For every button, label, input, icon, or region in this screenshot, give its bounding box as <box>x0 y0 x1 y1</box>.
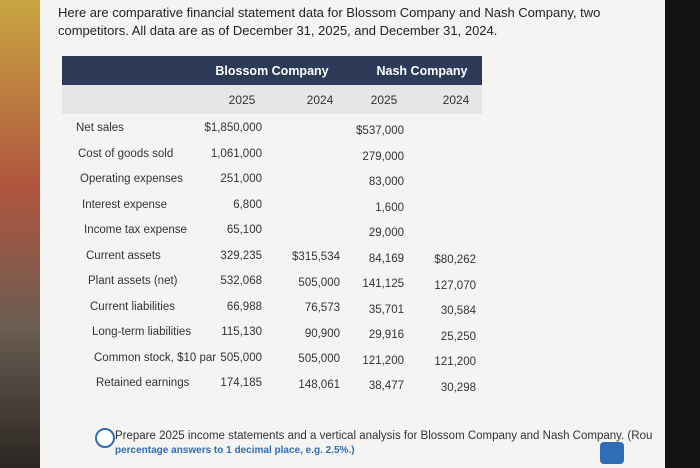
row-label: Net sales <box>76 122 124 134</box>
value-cell: 30,298 <box>440 381 476 394</box>
screen: Here are comparative financial statement… <box>40 0 665 468</box>
value-cell: $1,850,000 <box>204 122 262 134</box>
value-cell: 1,600 <box>375 201 404 214</box>
value-cell: 115,130 <box>221 326 262 338</box>
value-cell: 141,125 <box>362 278 404 290</box>
value-cell: 127,070 <box>434 279 476 292</box>
value-cell: 251,000 <box>220 173 262 185</box>
chat-button[interactable] <box>600 442 624 464</box>
company-header: Blossom Company <box>215 64 329 78</box>
value-cell: 532,068 <box>220 275 262 287</box>
value-cell: 65,100 <box>226 224 262 236</box>
instruction-icon <box>95 428 115 448</box>
value-cell: 84,169 <box>368 252 404 265</box>
row-label: Retained earnings <box>96 377 190 389</box>
row-label: Income tax expense <box>84 224 187 236</box>
instruction-note: percentage answers to 1 decimal place, e… <box>115 445 355 456</box>
value-cell: 83,000 <box>368 176 404 188</box>
row-label: Current assets <box>86 249 161 262</box>
value-cell: $80,262 <box>434 254 476 266</box>
row-label: Current liabilities <box>90 300 176 313</box>
value-cell: 279,000 <box>362 150 404 163</box>
year-header: 2025 <box>370 93 398 107</box>
photo-edge <box>0 0 40 468</box>
value-cell: 38,477 <box>368 380 404 392</box>
value-cell: 148,061 <box>298 378 340 391</box>
value-cell: 1,061,000 <box>210 147 262 160</box>
value-cell: 121,200 <box>434 356 476 368</box>
value-cell: 505,000 <box>298 276 340 289</box>
row-label: Interest expense <box>82 198 168 211</box>
value-cell: 329,235 <box>220 249 262 262</box>
value-cell: 505,000 <box>220 351 262 364</box>
row-label: Plant assets (net) <box>88 275 178 287</box>
row-label: Operating expenses <box>80 173 183 185</box>
value-cell: 76,573 <box>304 302 340 314</box>
years-band <box>62 85 482 114</box>
row-label: Long-term liabilities <box>92 326 192 338</box>
value-cell: 505,000 <box>298 353 340 365</box>
value-cell: 174,185 <box>220 377 262 389</box>
row-label: Cost of goods sold <box>78 147 174 160</box>
year-header: 2025 <box>228 93 256 107</box>
value-cell: 35,701 <box>368 303 404 316</box>
value-cell: $315,534 <box>292 251 340 263</box>
intro-text: Here are comparative financial statement… <box>58 5 601 38</box>
year-header: 2024 <box>306 93 334 107</box>
row-label: Common stock, $10 par <box>94 351 217 364</box>
header-band <box>62 56 482 85</box>
value-cell: 29,916 <box>368 329 404 341</box>
photo-edge <box>665 0 700 468</box>
value-cell: 121,200 <box>362 354 404 367</box>
value-cell: 30,584 <box>440 305 476 317</box>
value-cell: 66,988 <box>226 300 262 313</box>
value-cell: 90,900 <box>304 327 340 340</box>
value-cell: 25,250 <box>440 330 476 343</box>
value-cell: 6,800 <box>233 198 262 211</box>
value-cell: 29,000 <box>368 227 404 239</box>
value-cell: $537,000 <box>356 125 404 137</box>
instruction: Prepare 2025 income statements and a ver… <box>95 428 665 468</box>
year-header: 2024 <box>442 93 470 107</box>
company-header: Nash Company <box>376 64 468 78</box>
instruction-line: Prepare 2025 income statements and a ver… <box>115 430 653 442</box>
